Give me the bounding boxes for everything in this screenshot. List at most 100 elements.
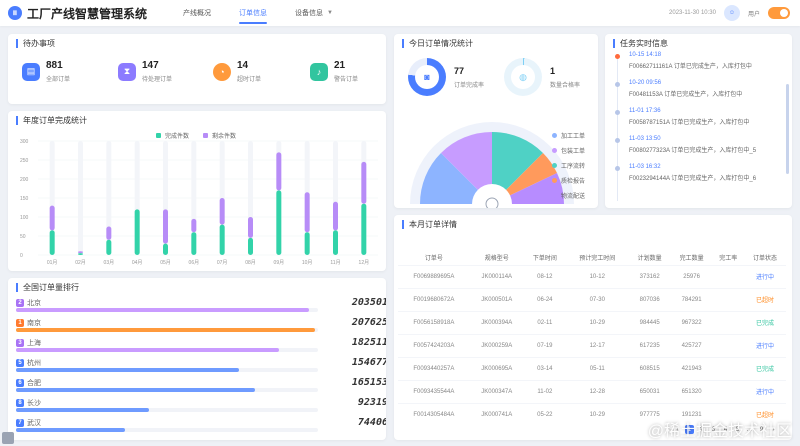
- ranking-row[interactable]: 1 南京 207625: [16, 317, 386, 334]
- log-item[interactable]: 10-20 09:56 F00481153A 订单已完成生产，入库打包中: [615, 80, 742, 98]
- table-row[interactable]: F0014305484A JK000741A 05-22 10-29 977775 191…: [398, 402, 786, 426]
- bar-remaining[interactable]: [361, 161, 367, 204]
- bar-completed[interactable]: [304, 232, 310, 255]
- bar-remaining[interactable]: [49, 205, 55, 231]
- bar-track: [106, 141, 112, 255]
- prev-page-icon[interactable]: ‹: [676, 426, 679, 433]
- table-row[interactable]: F0093435544A JK000347A 11-02 12-28 650031 651…: [398, 379, 786, 403]
- todo-item-warning[interactable]: ♪ 21 警告订单: [310, 60, 358, 83]
- page-button[interactable]: 9: [759, 426, 764, 433]
- legend-item[interactable]: 工序流转: [552, 161, 585, 170]
- corner-app-icon[interactable]: [2, 432, 14, 444]
- table-row[interactable]: F0093440257A JK000695A 03-14 05-11 608515 421…: [398, 356, 786, 380]
- ranking-row[interactable]: 7 武汉 74406: [16, 417, 386, 434]
- table-cell: 10-12: [565, 264, 629, 288]
- clock-icon: ◔: [213, 62, 231, 81]
- page-button[interactable]: …: [746, 426, 753, 433]
- column-header[interactable]: 预计完工时间: [579, 256, 616, 263]
- bar-completed[interactable]: [248, 237, 253, 255]
- column-header[interactable]: 规格型号: [484, 256, 509, 263]
- table-cell: 421943: [670, 356, 713, 380]
- column-header[interactable]: 计划数量: [637, 256, 662, 263]
- bar-remaining[interactable]: [304, 192, 310, 233]
- annual-title: 年度订单完成统计: [16, 116, 87, 125]
- tab-order-info[interactable]: 订单信息: [225, 0, 281, 26]
- user-name[interactable]: 用户: [747, 11, 760, 18]
- legend-item[interactable]: 加工工单: [552, 131, 585, 140]
- bar-remaining[interactable]: [191, 218, 197, 233]
- bar-remaining[interactable]: [163, 209, 168, 244]
- bar-completed[interactable]: [333, 230, 338, 255]
- ring-label: 订单完成率: [454, 82, 485, 89]
- pie-center-icon: [485, 197, 499, 208]
- legend-item[interactable]: 质检报告: [552, 176, 585, 185]
- bar-completed[interactable]: [163, 243, 168, 255]
- legend-remaining[interactable]: 剩余件数: [203, 131, 236, 140]
- x-tick-label: 11月: [330, 260, 340, 266]
- table-row[interactable]: F0069889695A JK000114A 08-12 10-12 373162 259…: [398, 264, 786, 288]
- bar-completed[interactable]: [361, 203, 367, 255]
- legend-item[interactable]: 包装工单: [552, 146, 585, 155]
- column-header[interactable]: 订单号: [424, 256, 443, 263]
- scrollbar[interactable]: [786, 84, 789, 174]
- todo-item-all[interactable]: ▤ 881 全部订单: [22, 60, 70, 83]
- table-cell: 373162: [628, 264, 671, 288]
- annual-legend: 完成件数 剩余件数: [156, 131, 236, 146]
- page-button[interactable]: 1: [685, 425, 694, 434]
- ranking-row[interactable]: 3 上海 182511: [16, 337, 386, 354]
- bar-remaining[interactable]: [276, 152, 282, 191]
- table-row[interactable]: F0019680672A JK000501A 06-24 07-30 807036 784…: [398, 287, 786, 311]
- legend-swatch: [552, 133, 557, 138]
- pie-slice-packing[interactable]: [441, 131, 492, 204]
- log-item[interactable]: 10-15 14:18 F00662711161A 订单已完成生产，入库打包中: [615, 52, 752, 70]
- tab-label: 产线概况: [183, 10, 212, 17]
- avatar[interactable]: ☺: [723, 5, 740, 21]
- bar-remaining[interactable]: [78, 251, 83, 254]
- todo-item-overdue[interactable]: ◔ 14 超时订单: [213, 60, 261, 83]
- tab-device-info[interactable]: 设备信息 ▼: [281, 0, 347, 26]
- bar-completed[interactable]: [78, 253, 83, 255]
- bar-completed[interactable]: [219, 224, 225, 255]
- log-item[interactable]: 11-03 13:50 F0080277323A 订单已完成生产，入库打包中_5: [615, 136, 756, 154]
- table-cell: JK000347A: [469, 379, 524, 403]
- rank-city: 北京: [27, 300, 41, 307]
- table-row[interactable]: F0057424203A JK000259A 07-19 12-17 617235 425…: [398, 333, 786, 357]
- ranking-row[interactable]: 6 合肥 165153: [16, 377, 386, 394]
- todo-label: 超时订单: [237, 77, 262, 83]
- log-item[interactable]: 11-03 16:32 F0023294144A 订单已完成生产，入库打包中_6: [615, 164, 756, 182]
- tab-line-overview[interactable]: 产线概况: [169, 0, 225, 26]
- ranking-row[interactable]: 8 长沙 92319: [16, 397, 386, 414]
- todo-item-pending[interactable]: ⧗ 147 待处理订单: [118, 60, 172, 83]
- orders-table: 订单号 规格型号 下单时间 预计完工时间 计划数量 完工数量 完工率 订单状态 F006988…: [398, 251, 786, 426]
- column-header[interactable]: 下单时间: [532, 256, 557, 263]
- bar-completed[interactable]: [276, 190, 282, 255]
- bar-remaining[interactable]: [248, 217, 253, 238]
- bar-completed[interactable]: [134, 209, 140, 255]
- ranking-row[interactable]: 5 杭州 154677: [16, 357, 386, 374]
- column-header[interactable]: 完工数量: [679, 256, 704, 263]
- bar-remaining[interactable]: [219, 198, 225, 225]
- table-cell: JK000114A: [469, 264, 524, 288]
- bar-remaining[interactable]: [106, 226, 112, 240]
- pie-slice-processing[interactable]: [419, 153, 492, 204]
- page-button[interactable]: 4: [723, 426, 728, 433]
- bar-completed[interactable]: [106, 239, 112, 255]
- column-header[interactable]: 订单状态: [753, 256, 778, 263]
- page-button[interactable]: 5: [735, 426, 740, 433]
- pie-slice-flow[interactable]: [492, 131, 543, 204]
- page-button[interactable]: 2: [699, 426, 704, 433]
- ranking-row[interactable]: 2 北京 203501: [16, 297, 386, 314]
- legend-item[interactable]: 物流配送: [552, 191, 585, 200]
- next-page-icon[interactable]: ›: [772, 426, 775, 433]
- theme-toggle[interactable]: [768, 7, 790, 19]
- table-row[interactable]: F0056158918A JK000394A 02-11 10-29 984445 967…: [398, 310, 786, 334]
- bar-completed[interactable]: [191, 232, 197, 255]
- page-button[interactable]: 3: [711, 426, 716, 433]
- today-legend: 加工工单 包装工单 工序流转 质检报告 物流配送: [552, 131, 585, 206]
- legend-completed[interactable]: 完成件数: [156, 131, 189, 140]
- bar-completed[interactable]: [49, 230, 55, 255]
- pie-slice-quality[interactable]: [492, 153, 557, 204]
- column-header[interactable]: 完工率: [719, 256, 738, 263]
- log-item[interactable]: 11-01 17:36 F0058787151A 订单已完成生产，入库打包中: [615, 108, 749, 126]
- bar-remaining[interactable]: [333, 201, 338, 231]
